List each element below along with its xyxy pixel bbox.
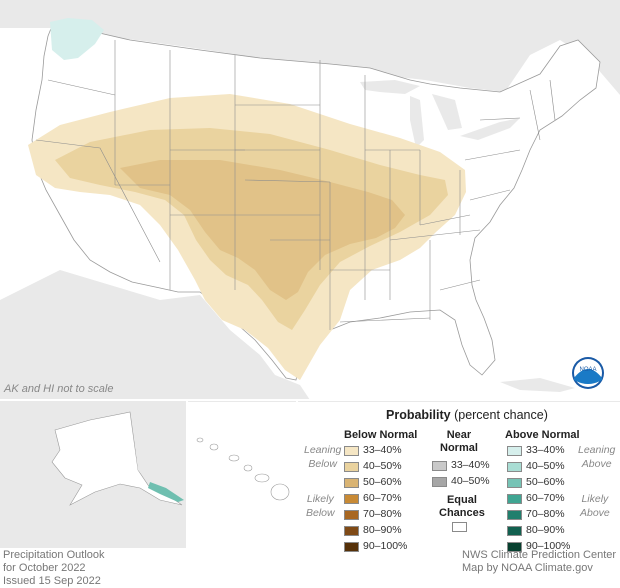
leaning-below-label: Leaning Below	[304, 443, 341, 471]
above-normal-label: 70–80%	[526, 508, 565, 520]
below-normal-label: 80–90%	[363, 524, 402, 536]
near-normal-swatch	[432, 461, 447, 471]
likely-below-line1: Likely	[306, 493, 334, 505]
cuba-landmass	[500, 378, 575, 392]
footer-credit: Map by NOAA Climate.gov	[462, 562, 593, 574]
above-33-40-region	[50, 18, 104, 60]
noaa-logo-text: NOAA	[579, 367, 596, 373]
equal-chances-line1: Equal	[446, 494, 477, 506]
below-normal-swatch	[344, 510, 359, 520]
below-50-60-region	[120, 160, 405, 300]
above-normal-label: 50–60%	[526, 476, 565, 488]
lake-erie-ontario	[460, 118, 520, 140]
above-normal-label: 90–100%	[526, 540, 571, 552]
legend-title-suffix: (percent chance)	[454, 408, 548, 422]
alaska-landmass	[51, 411, 183, 506]
above-normal-swatch	[507, 478, 522, 488]
inset-note: AK and HI not to scale	[4, 383, 114, 395]
near-heading-line2: Normal	[440, 442, 478, 454]
likely-below-line2: Below	[306, 507, 335, 519]
above-normal-swatch	[507, 542, 522, 552]
below-normal-label: 50–60%	[363, 476, 402, 488]
below-normal-swatch	[344, 542, 359, 552]
canada-landmass	[0, 0, 620, 95]
likely-above-label: Likely Above	[580, 492, 610, 520]
legend-title-main: Probability	[386, 408, 451, 422]
state-borders	[35, 40, 556, 330]
likely-above-line2: Above	[580, 507, 610, 519]
alaska-above-region	[148, 482, 184, 502]
legend-title: Probability (percent chance)	[386, 408, 548, 422]
near-normal-label: 33–40%	[451, 459, 490, 471]
above-normal-heading: Above Normal	[505, 429, 580, 441]
below-normal-swatch	[344, 494, 359, 504]
leaning-below-line1: Leaning	[304, 444, 342, 456]
below-normal-label: 90–100%	[363, 540, 408, 552]
below-normal-swatch	[344, 478, 359, 488]
lake-huron	[432, 94, 462, 130]
below-normal-label: 33–40%	[363, 444, 402, 456]
hawaii-islands	[196, 437, 290, 501]
below-normal-heading: Below Normal	[344, 429, 418, 441]
near-normal-heading: Near Normal	[440, 429, 478, 455]
above-normal-label: 60–70%	[526, 492, 565, 504]
above-normal-label: 33–40%	[526, 444, 565, 456]
footer-source: NWS Climate Prediction Center	[462, 549, 617, 561]
leaning-above-line1: Leaning	[578, 444, 616, 456]
leaning-above-line2: Above	[581, 458, 612, 470]
near-normal-swatch	[432, 477, 447, 487]
baja-landmass	[60, 270, 128, 380]
footer-product-title: Precipitation Outlook	[3, 549, 105, 561]
footer-issue-date: Issued 15 Sep 2022	[3, 575, 101, 587]
above-normal-label: 80–90%	[526, 524, 565, 536]
footer-left: Precipitation Outlook for October 2022 I…	[3, 549, 105, 588]
lake-michigan	[410, 96, 424, 148]
likely-above-line1: Likely	[581, 493, 609, 505]
footer-right: NWS Climate Prediction Center Map by NOA…	[462, 549, 616, 575]
below-normal-label: 70–80%	[363, 508, 402, 520]
near-heading-line1: Near	[446, 429, 472, 441]
footer-valid-period: for October 2022	[3, 562, 86, 574]
above-normal-swatch	[507, 526, 522, 536]
leaning-above-label: Leaning Above	[578, 443, 615, 471]
likely-below-label: Likely Below	[306, 492, 335, 520]
noaa-logo	[572, 357, 604, 389]
below-normal-swatch	[344, 446, 359, 456]
lake-superior	[360, 80, 420, 94]
equal-chances-line2: Chances	[439, 507, 485, 519]
equal-chances-heading: Equal Chances	[439, 494, 485, 520]
equal-chances-swatch	[452, 522, 467, 532]
below-normal-swatch	[344, 462, 359, 472]
above-normal-swatch	[507, 446, 522, 456]
below-normal-swatch	[344, 526, 359, 536]
below-normal-label: 60–70%	[363, 492, 402, 504]
leaning-below-line2: Below	[308, 458, 337, 470]
near-normal-label: 40–50%	[451, 475, 490, 487]
above-normal-swatch	[507, 462, 522, 472]
above-normal-swatch	[507, 494, 522, 504]
canada-inset-landmass	[130, 405, 185, 505]
above-normal-swatch	[507, 510, 522, 520]
above-normal-label: 40–50%	[526, 460, 565, 472]
below-normal-label: 40–50%	[363, 460, 402, 472]
